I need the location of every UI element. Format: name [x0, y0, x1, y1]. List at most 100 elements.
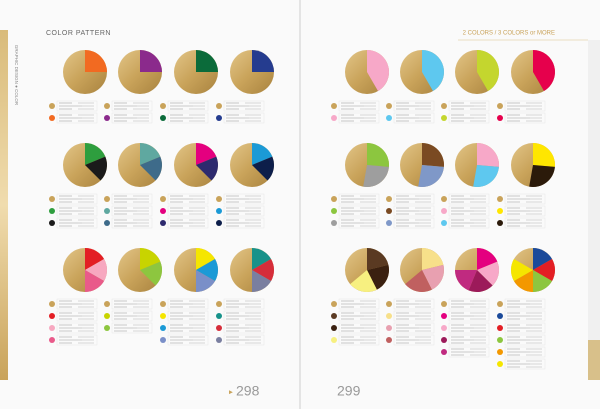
swatch-code-box: [504, 298, 546, 310]
swatch-code-box: [223, 322, 265, 334]
swatch-code-box: [111, 205, 153, 217]
swatch-dot: [441, 196, 447, 202]
swatch-code-box: [393, 298, 435, 310]
swatch-dot: [216, 313, 222, 319]
swatch-code-box: [448, 205, 490, 217]
swatch-code-box: [393, 100, 435, 112]
color-wedge: [196, 156, 218, 181]
swatch-code-box: [167, 112, 209, 124]
swatch-code-box: [393, 205, 435, 217]
swatch-code-box: [111, 310, 153, 322]
color-wedge: [422, 143, 445, 167]
swatch-dot: [331, 337, 337, 343]
swatch-dot: [386, 196, 392, 202]
color-wedge: [511, 259, 533, 281]
gold-strip: [0, 30, 8, 380]
color-wedge: [196, 270, 216, 292]
swatch-code-box: [56, 217, 98, 229]
color-wedge: [477, 143, 500, 167]
swatch-code-box: [338, 100, 380, 112]
swatch-dot: [331, 103, 337, 109]
swatch-dot: [441, 115, 447, 121]
swatch-code-box: [393, 322, 435, 334]
swatch-code-box: [223, 205, 265, 217]
swatch-dot: [160, 301, 166, 307]
swatch-code-box: [338, 322, 380, 334]
swatch-dot: [160, 208, 166, 214]
color-wedge: [85, 50, 107, 72]
color-wedge: [513, 270, 533, 292]
color-wedge: [196, 259, 218, 281]
color-wedge: [405, 270, 432, 292]
swatch-code-box: [448, 334, 490, 346]
swatch-code-box: [504, 358, 546, 370]
color-wedge: [529, 165, 555, 188]
color-wedge: [533, 248, 553, 270]
swatch-code-box: [167, 334, 209, 346]
swatch-code-box: [223, 310, 265, 322]
swatch-dot: [49, 103, 55, 109]
swatch-code-box: [448, 193, 490, 205]
color-wedge: [252, 270, 272, 292]
swatch-code-box: [504, 322, 546, 334]
swatch-dot: [216, 115, 222, 121]
color-wedge: [140, 156, 162, 181]
swatch-dot: [386, 103, 392, 109]
swatch-dot: [216, 337, 222, 343]
color-wedge: [533, 270, 553, 292]
swatch-dot: [331, 115, 337, 121]
swatch-code-box: [338, 334, 380, 346]
swatch-dot: [216, 220, 222, 226]
swatch-code-box: [223, 112, 265, 124]
swatch-dot: [216, 103, 222, 109]
color-wedge: [468, 270, 493, 292]
page-header: 2 COLORS / 3 COLORS or MORE: [463, 31, 555, 37]
swatch-dot: [104, 301, 110, 307]
swatch-code-box: [56, 112, 98, 124]
swatch-dot: [497, 208, 503, 214]
swatch-code-box: [338, 217, 380, 229]
swatch-code-box: [111, 112, 153, 124]
swatch-code-box: [167, 310, 209, 322]
swatch-dot: [441, 349, 447, 355]
swatch-code-box: [111, 322, 153, 334]
swatch-dot: [441, 301, 447, 307]
swatch-dot: [49, 196, 55, 202]
swatch-dot: [49, 325, 55, 331]
swatch-dot: [216, 301, 222, 307]
swatch-dot: [49, 208, 55, 214]
swatch-dot: [160, 196, 166, 202]
swatch-dot: [497, 313, 503, 319]
swatch-code-box: [393, 310, 435, 322]
swatch-dot: [497, 325, 503, 331]
swatch-dot: [104, 313, 110, 319]
page-number: 298: [236, 383, 260, 399]
color-wedge: [477, 248, 498, 270]
color-wedge: [422, 50, 444, 92]
swatch-code-box: [338, 193, 380, 205]
color-wedge: [196, 50, 218, 72]
swatch-code-box: [223, 217, 265, 229]
swatch-code-box: [504, 100, 546, 112]
swatch-code-box: [56, 100, 98, 112]
color-wedge: [252, 259, 274, 281]
swatch-dot: [104, 103, 110, 109]
swatch-code-box: [56, 298, 98, 310]
swatch-dot: [497, 220, 503, 226]
swatch-code-box: [338, 112, 380, 124]
swatch-dot: [386, 301, 392, 307]
swatch-dot: [49, 337, 55, 343]
swatch-dot: [497, 196, 503, 202]
color-wedge: [363, 165, 389, 188]
color-wedge: [85, 143, 106, 165]
color-wedge: [533, 143, 555, 167]
side-tabs: [588, 40, 600, 380]
swatch-code-box: [504, 310, 546, 322]
swatch-code-box: [56, 205, 98, 217]
swatch-code-box: [111, 217, 153, 229]
swatch-code-box: [448, 346, 490, 358]
swatch-code-box: [448, 100, 490, 112]
page-header: COLOR PATTERN: [46, 30, 111, 37]
swatch-code-box: [223, 334, 265, 346]
